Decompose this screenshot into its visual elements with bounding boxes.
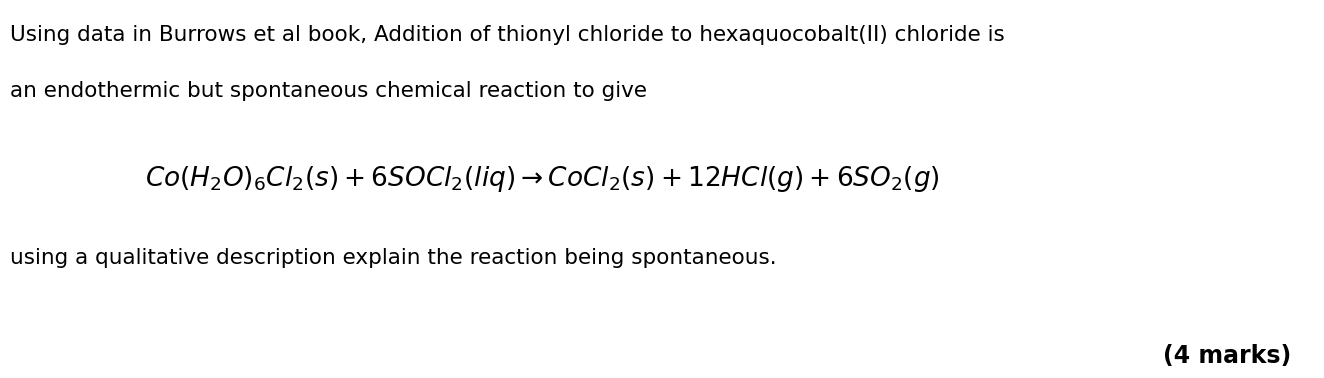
Text: Using data in Burrows et al book, Addition of thionyl chloride to hexaquocobalt(: Using data in Burrows et al book, Additi… <box>11 25 1005 45</box>
Text: $Co(H_2O)_6Cl_2(s) + 6SOCl_2(liq) \rightarrow CoCl_2(s) + 12HCl(g) + 6SO_2(g)$: $Co(H_2O)_6Cl_2(s) + 6SOCl_2(liq) \right… <box>146 164 940 194</box>
Text: an endothermic but spontaneous chemical reaction to give: an endothermic but spontaneous chemical … <box>11 81 647 101</box>
Text: using a qualitative description explain the reaction being spontaneous.: using a qualitative description explain … <box>11 248 777 268</box>
Text: (4 marks): (4 marks) <box>1162 344 1291 368</box>
